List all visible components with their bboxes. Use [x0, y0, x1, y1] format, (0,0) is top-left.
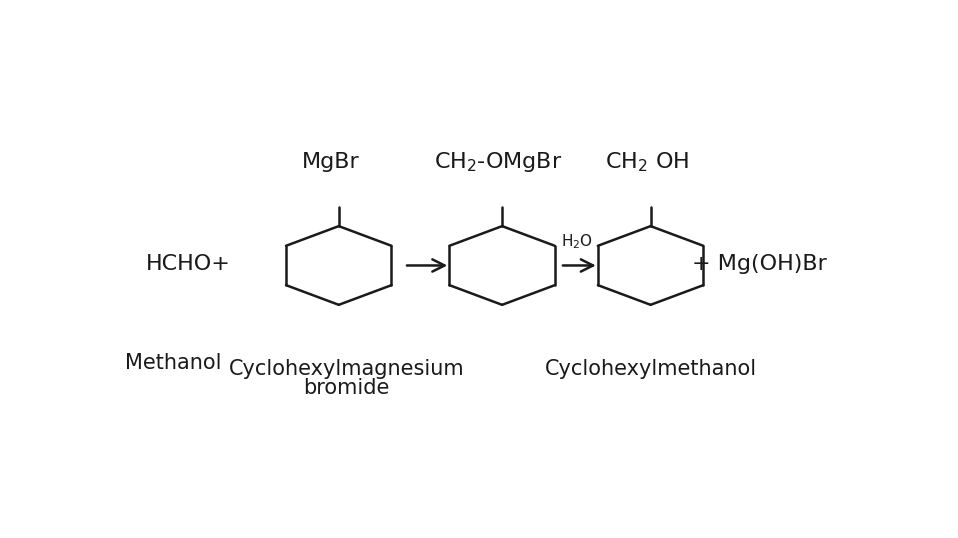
- Text: H$_2$O: H$_2$O: [561, 232, 593, 251]
- Text: HCHO+: HCHO+: [146, 254, 231, 274]
- Text: CH$_2$-OMgBr: CH$_2$-OMgBr: [434, 150, 562, 174]
- Text: + Mg(OH)Br: + Mg(OH)Br: [693, 254, 827, 274]
- Text: MgBr: MgBr: [302, 152, 359, 172]
- Text: Cyclohexylmethanol: Cyclohexylmethanol: [544, 359, 757, 379]
- Text: Methanol: Methanol: [125, 353, 221, 373]
- Text: CH$_2$ OH: CH$_2$ OH: [604, 150, 689, 174]
- Text: Cyclohexylmagnesium: Cyclohexylmagnesium: [228, 359, 464, 379]
- Text: bromide: bromide: [303, 378, 389, 398]
